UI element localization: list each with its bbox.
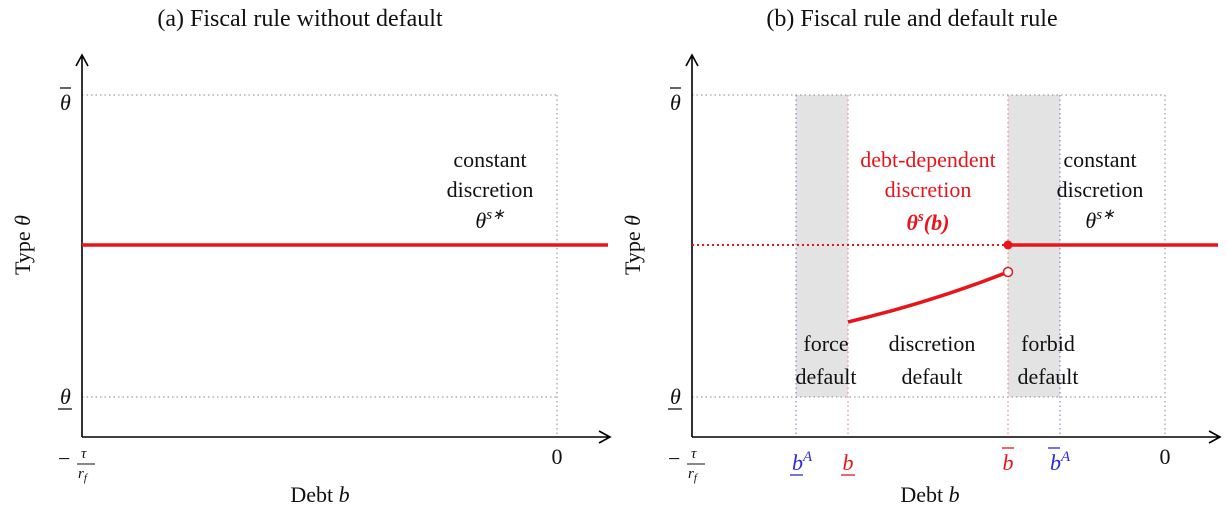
x-tick-label: r [688,466,694,482]
x-tick-label: r [78,466,84,482]
y-tick-label: θ [670,384,681,409]
region-label: default [1017,364,1078,389]
threshold-curve [847,270,1009,324]
closed-dot [1003,240,1013,250]
x-tick-label: rf [688,466,699,484]
annotation: (b) [924,210,950,235]
x-tick-label: − [668,446,680,471]
region-label: force [803,331,848,356]
x-axis [692,430,1222,444]
annotation: debt-dependent [860,147,996,172]
region-label: discretion [889,331,976,356]
x-axis-label: Debt [290,482,333,507]
annotation: θ [907,210,919,235]
x-tick-label: b [843,450,854,475]
x-axis-label: Debt b [290,482,349,507]
y-axis-label: θ [620,215,645,226]
panel-title: (b) Fiscal rule and default rule [766,6,1057,32]
y-tick-label: θ [60,384,71,409]
annotation: θ [1085,208,1096,233]
x-tick-label: b [792,450,803,475]
y-axis-label: θ [10,215,35,226]
region-label: forbid [1021,331,1075,356]
y-axis-label: Type θ [10,215,35,275]
x-tick-label: A [1060,449,1071,465]
y-tick-label: θ [60,90,71,115]
y-axis [685,53,699,437]
x-tick-label: b [1050,450,1061,475]
panel-title: (a) Fiscal rule without default [157,6,443,32]
annotation: discretion [885,177,972,202]
region-label: default [795,364,856,389]
y-axis-label: Type θ [620,215,645,275]
y-axis-label: Type [620,231,645,275]
x-tick-label: f [694,472,699,484]
annotation: θs∗ [1085,207,1115,233]
panel-a: (a) Fiscal rule without default θ θ 0 − … [10,6,612,507]
y-tick-label: θ [670,90,681,115]
x-tick-label: − [58,446,70,471]
x-axis-label: b [949,482,960,507]
region-label: default [901,364,962,389]
open-dot [1002,266,1014,278]
annotation: θs(b) [907,209,950,235]
annotation: constant [453,147,526,172]
x-tick-label: f [84,472,89,484]
annotation: s [917,209,924,225]
annotation: discretion [1057,177,1144,202]
y-axis-label: Type [10,231,35,275]
x-tick-label: b [1003,450,1014,475]
x-tick-label: τ [81,446,87,462]
annotation: θs∗ [475,207,505,233]
x-tick-label: bA [792,449,813,475]
x-tick-label: 0 [552,444,563,469]
x-tick-label: A [802,449,813,465]
x-tick-label: τ [691,446,697,462]
x-tick-label: bA [1050,449,1071,475]
y-axis [75,53,89,437]
x-axis [82,430,612,444]
panel-b: (b) Fiscal rule and default rule θ θ − τ… [620,6,1222,507]
x-tick-label: 0 [1160,444,1171,469]
x-axis-label: b [339,482,350,507]
annotation: discretion [447,177,534,202]
x-tick-label: rf [78,466,89,484]
x-axis-label: Debt b [900,482,959,507]
annotation: constant [1063,147,1136,172]
annotation: θ [475,208,486,233]
x-axis-label: Debt [900,482,943,507]
annotation: s∗ [1096,207,1115,223]
annotation: s∗ [486,207,505,223]
